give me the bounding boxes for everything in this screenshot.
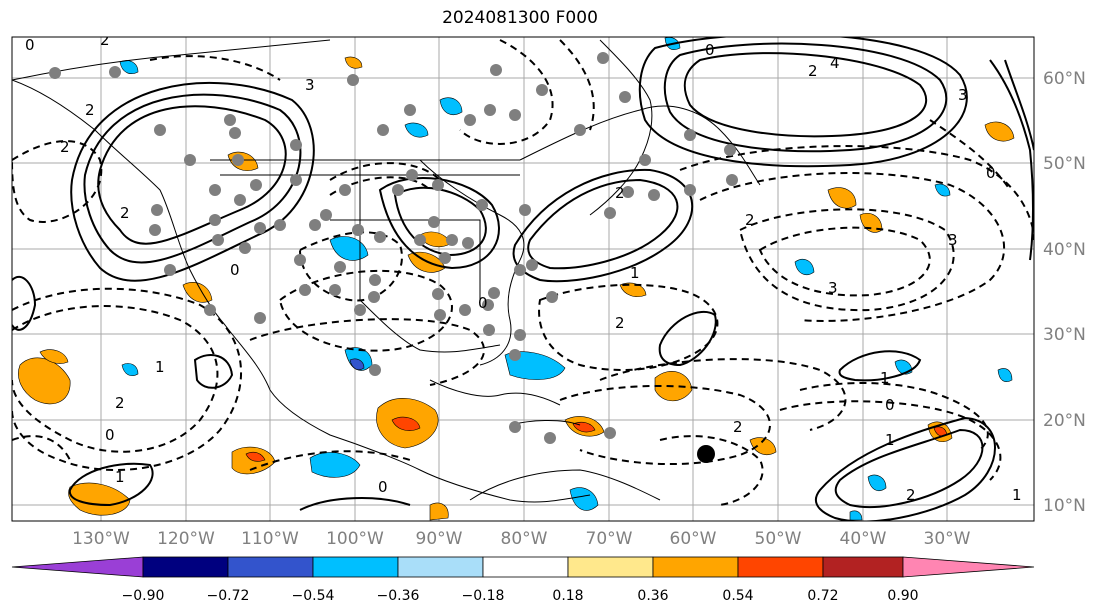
- svg-text:1: 1: [630, 264, 640, 282]
- svg-text:3: 3: [305, 76, 315, 94]
- svg-text:1: 1: [1012, 486, 1022, 504]
- svg-text:50°W: 50°W: [755, 529, 802, 549]
- svg-text:3: 3: [958, 86, 968, 104]
- svg-text:50°N: 50°N: [1043, 154, 1086, 174]
- map-title: 2024081300 F000: [442, 8, 598, 28]
- dashed-contours: [12, 39, 1034, 506]
- svg-text:−0.72: −0.72: [207, 588, 250, 604]
- svg-text:0.18: 0.18: [552, 588, 583, 604]
- graticule: [12, 37, 1034, 521]
- svg-text:20°N: 20°N: [1043, 411, 1086, 431]
- svg-text:0: 0: [378, 478, 388, 496]
- svg-text:60°N: 60°N: [1043, 69, 1086, 89]
- svg-text:2: 2: [100, 31, 110, 49]
- longitude-labels: 130°W 120°W 110°W 100°W 90°W 80°W 70°W 6…: [72, 529, 971, 549]
- colorbar-ticks: −0.90 −0.72 −0.54 −0.36 −0.18 0.18 0.36 …: [122, 588, 919, 604]
- colorbar-cell-8: [737, 556, 824, 578]
- svg-text:0.72: 0.72: [807, 588, 838, 604]
- svg-text:0.90: 0.90: [887, 588, 918, 604]
- svg-text:0.54: 0.54: [722, 588, 753, 604]
- colorbar-cell-5: [482, 556, 569, 578]
- svg-text:0: 0: [986, 164, 996, 182]
- latitude-labels: 60°N 50°N 40°N 30°N 20°N 10°N: [1043, 69, 1086, 516]
- svg-text:1: 1: [155, 358, 165, 376]
- svg-text:70°W: 70°W: [586, 529, 633, 549]
- svg-text:2: 2: [615, 184, 625, 202]
- svg-text:3: 3: [828, 279, 838, 297]
- svg-text:2: 2: [615, 314, 625, 332]
- svg-text:2: 2: [60, 138, 70, 156]
- svg-text:30°N: 30°N: [1043, 325, 1086, 345]
- svg-text:120°W: 120°W: [157, 529, 215, 549]
- svg-text:2: 2: [808, 62, 818, 80]
- svg-text:100°W: 100°W: [326, 529, 384, 549]
- svg-text:40°N: 40°N: [1043, 240, 1086, 260]
- svg-text:0: 0: [705, 41, 715, 59]
- colorbar-cell-4: [397, 556, 484, 578]
- svg-text:110°W: 110°W: [241, 529, 299, 549]
- svg-text:0.36: 0.36: [637, 588, 668, 604]
- svg-text:3: 3: [948, 231, 958, 249]
- svg-text:1: 1: [880, 369, 890, 387]
- svg-text:130°W: 130°W: [72, 529, 130, 549]
- svg-text:0: 0: [25, 36, 35, 54]
- svg-text:60°W: 60°W: [670, 529, 717, 549]
- colorbar: [11, 556, 1035, 578]
- svg-text:4: 4: [830, 54, 840, 72]
- colorbar-cell-7: [652, 556, 739, 578]
- svg-text:2: 2: [85, 101, 95, 119]
- svg-text:30°W: 30°W: [924, 529, 971, 549]
- svg-text:1: 1: [885, 431, 895, 449]
- svg-text:90°W: 90°W: [416, 529, 463, 549]
- svg-text:0: 0: [885, 396, 895, 414]
- svg-text:2: 2: [906, 486, 916, 504]
- svg-text:0: 0: [478, 294, 488, 312]
- svg-text:2: 2: [120, 204, 130, 222]
- colorbar-cell-3: [312, 556, 399, 578]
- coastlines: [12, 39, 761, 503]
- map-frame: [11, 36, 1035, 522]
- contour-labels: 0 2 2 2 3 2 0 0 4 0 2 2 2 3 3 0 1 2 0 1 …: [25, 31, 1022, 504]
- svg-text:0: 0: [105, 426, 115, 444]
- svg-text:−0.18: −0.18: [462, 588, 505, 604]
- svg-text:1: 1: [115, 468, 125, 486]
- svg-text:2: 2: [115, 394, 125, 412]
- svg-text:80°W: 80°W: [501, 529, 548, 549]
- colorbar-cell-1: [142, 556, 229, 578]
- svg-text:40°W: 40°W: [840, 529, 887, 549]
- station-markers: [49, 52, 738, 444]
- svg-text:0: 0: [230, 261, 240, 279]
- storm-center-marker: [697, 445, 715, 463]
- svg-text:10°N: 10°N: [1043, 496, 1086, 516]
- colorbar-cell-6: [567, 556, 654, 578]
- svg-text:2: 2: [733, 418, 743, 436]
- svg-text:−0.36: −0.36: [377, 588, 420, 604]
- map-area: [12, 37, 1034, 521]
- colorbar-cell-10: [902, 556, 1035, 578]
- colorbar-cell-0: [11, 556, 144, 578]
- svg-text:−0.54: −0.54: [292, 588, 335, 604]
- svg-text:−0.90: −0.90: [122, 588, 165, 604]
- colorbar-cell-9: [822, 556, 904, 578]
- colorbar-cell-2: [227, 556, 314, 578]
- svg-text:2: 2: [745, 211, 755, 229]
